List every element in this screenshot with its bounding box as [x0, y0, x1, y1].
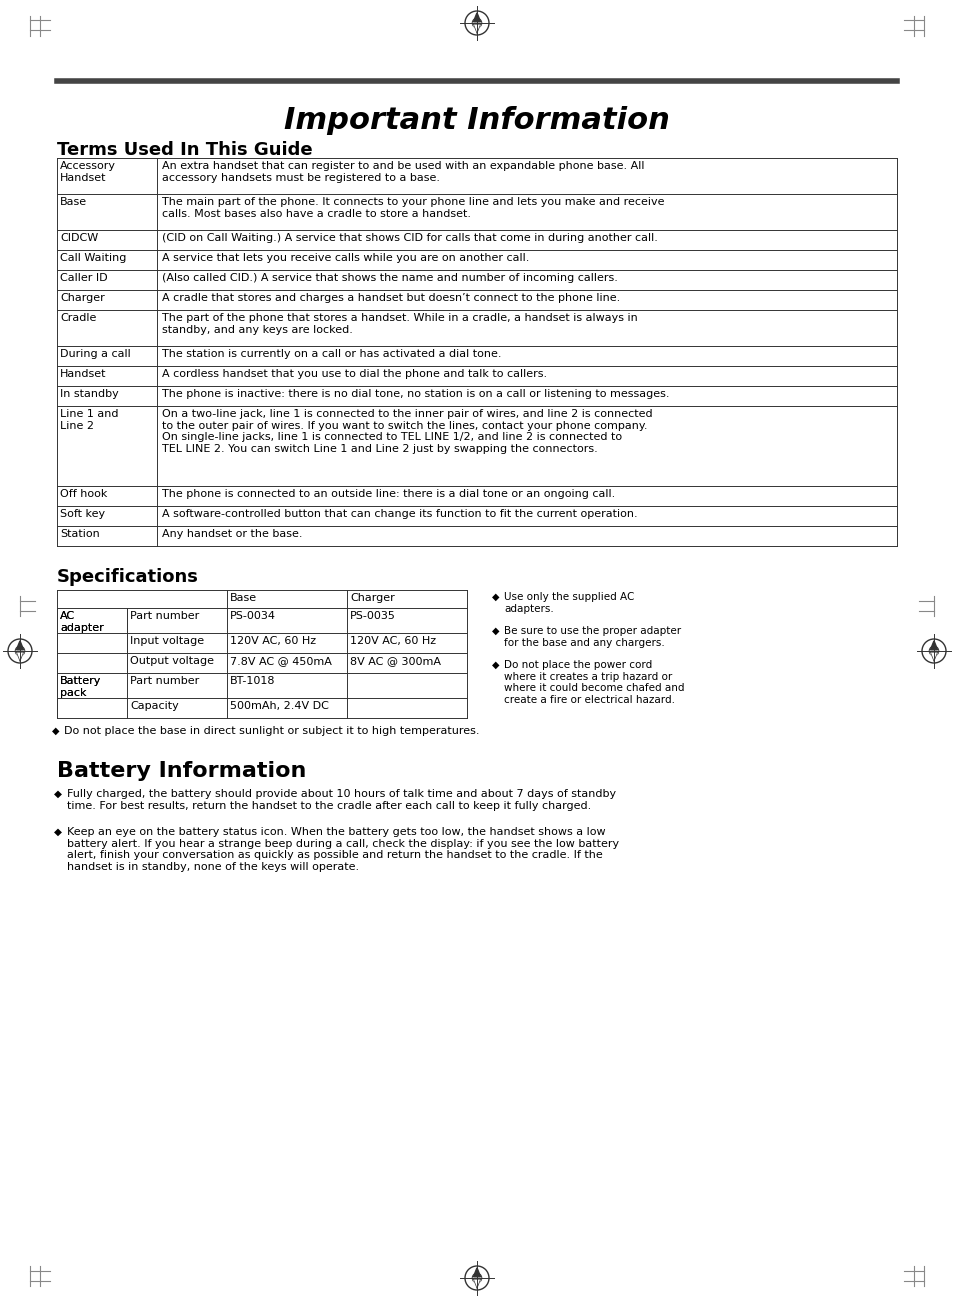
Text: Battery
pack: Battery pack [60, 677, 101, 697]
Text: Battery
pack: Battery pack [60, 677, 101, 697]
Polygon shape [929, 641, 937, 649]
Text: BT-1018: BT-1018 [230, 677, 275, 686]
Text: 8V AC @ 300mA: 8V AC @ 300mA [350, 656, 440, 666]
Text: Do not place the base in direct sunlight or subject it to high temperatures.: Do not place the base in direct sunlight… [64, 726, 479, 736]
Text: An extra handset that can register to and be used with an expandable phone base.: An extra handset that can register to an… [162, 161, 644, 182]
Text: A service that lets you receive calls while you are on another call.: A service that lets you receive calls wh… [162, 252, 529, 263]
Text: Fully charged, the battery should provide about 10 hours of talk time and about : Fully charged, the battery should provid… [67, 788, 616, 811]
Text: (Also called CID.) A service that shows the name and number of incoming callers.: (Also called CID.) A service that shows … [162, 273, 618, 284]
Text: The station is currently on a call or has activated a dial tone.: The station is currently on a call or ha… [162, 349, 501, 359]
Text: AC
adapter: AC adapter [60, 611, 104, 632]
Text: The main part of the phone. It connects to your phone line and lets you make and: The main part of the phone. It connects … [162, 196, 664, 219]
Text: Terms Used In This Guide: Terms Used In This Guide [57, 141, 313, 159]
Text: A cradle that stores and charges a handset but doesn’t connect to the phone line: A cradle that stores and charges a hands… [162, 293, 619, 303]
Text: In standby: In standby [60, 389, 118, 399]
Text: The phone is connected to an outside line: there is a dial tone or an ongoing ca: The phone is connected to an outside lin… [162, 489, 615, 500]
Text: ◆: ◆ [492, 660, 499, 670]
Text: Caller ID: Caller ID [60, 273, 108, 284]
Text: ◆: ◆ [492, 626, 499, 636]
Text: 120V AC, 60 Hz: 120V AC, 60 Hz [230, 636, 315, 647]
Text: Keep an eye on the battery status icon. When the battery gets too low, the hands: Keep an eye on the battery status icon. … [67, 827, 618, 872]
Text: Part number: Part number [130, 677, 199, 686]
Text: 120V AC, 60 Hz: 120V AC, 60 Hz [350, 636, 436, 647]
Polygon shape [473, 1267, 480, 1276]
Text: 7.8V AC @ 450mA: 7.8V AC @ 450mA [230, 656, 332, 666]
Text: Base: Base [60, 196, 87, 207]
Text: The part of the phone that stores a handset. While in a cradle, a handset is alw: The part of the phone that stores a hand… [162, 314, 638, 334]
Text: Base: Base [230, 593, 257, 602]
Text: Any handset or the base.: Any handset or the base. [162, 530, 302, 539]
Polygon shape [473, 25, 480, 34]
Text: CIDCW: CIDCW [60, 233, 98, 243]
Text: Station: Station [60, 530, 100, 539]
Text: PS-0035: PS-0035 [350, 611, 395, 621]
Text: Battery Information: Battery Information [57, 761, 306, 781]
Text: A software-controlled button that can change its function to fit the current ope: A software-controlled button that can ch… [162, 509, 637, 519]
Text: Part number: Part number [130, 611, 199, 621]
Text: Specifications: Specifications [57, 569, 198, 585]
Polygon shape [16, 652, 24, 661]
Text: Line 1 and
Line 2: Line 1 and Line 2 [60, 409, 118, 431]
Text: Off hook: Off hook [60, 489, 108, 500]
Text: On a two-line jack, line 1 is connected to the inner pair of wires, and line 2 i: On a two-line jack, line 1 is connected … [162, 409, 652, 454]
Text: (CID on Call Waiting.) A service that shows CID for calls that come in during an: (CID on Call Waiting.) A service that sh… [162, 233, 658, 243]
Text: Call Waiting: Call Waiting [60, 252, 126, 263]
Polygon shape [473, 13, 480, 22]
Text: Charger: Charger [350, 593, 395, 602]
Text: Be sure to use the proper adapter
for the base and any chargers.: Be sure to use the proper adapter for th… [503, 626, 680, 648]
Text: A cordless handset that you use to dial the phone and talk to callers.: A cordless handset that you use to dial … [162, 369, 547, 379]
Text: During a call: During a call [60, 349, 131, 359]
Polygon shape [929, 652, 937, 661]
Text: Use only the supplied AC
adapters.: Use only the supplied AC adapters. [503, 592, 634, 614]
Text: The phone is inactive: there is no dial tone, no station is on a call or listeni: The phone is inactive: there is no dial … [162, 389, 669, 399]
Text: Important Information: Important Information [284, 105, 669, 135]
Text: PS-0034: PS-0034 [230, 611, 275, 621]
Text: Input voltage: Input voltage [130, 636, 204, 647]
Text: Handset: Handset [60, 369, 107, 379]
Text: AC
adapter: AC adapter [60, 611, 104, 632]
Text: ◆: ◆ [52, 726, 59, 736]
Text: Accessory
Handset: Accessory Handset [60, 161, 116, 182]
Polygon shape [473, 1279, 480, 1288]
Polygon shape [16, 641, 24, 649]
Text: 500mAh, 2.4V DC: 500mAh, 2.4V DC [230, 701, 329, 712]
Text: Charger: Charger [60, 293, 105, 303]
Text: Capacity: Capacity [130, 701, 178, 712]
Text: Cradle: Cradle [60, 314, 96, 323]
Text: ◆: ◆ [54, 788, 62, 799]
Text: Soft key: Soft key [60, 509, 105, 519]
Text: Output voltage: Output voltage [130, 656, 213, 666]
Text: Do not place the power cord
where it creates a trip hazard or
where it could bec: Do not place the power cord where it cre… [503, 660, 684, 705]
Text: ◆: ◆ [492, 592, 499, 602]
Text: ◆: ◆ [54, 827, 62, 837]
